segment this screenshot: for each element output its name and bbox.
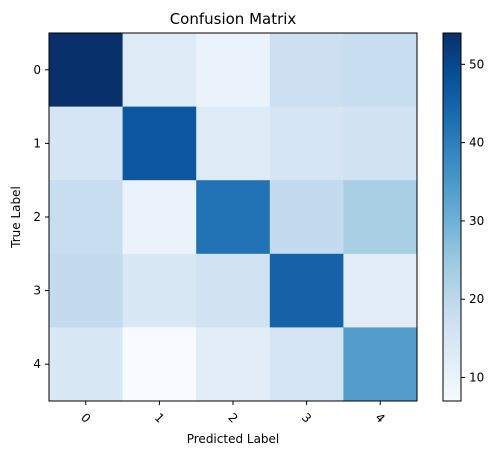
heatmap-cell-3-0 bbox=[49, 253, 124, 328]
x-tick-label-0: 0 bbox=[78, 410, 93, 425]
x-tick-label-3: 3 bbox=[299, 410, 314, 425]
x-tick-label-4: 4 bbox=[373, 410, 388, 425]
x-tick-label-1: 1 bbox=[152, 410, 167, 425]
heatmap-cell-3-3 bbox=[269, 253, 344, 328]
colorbar-tick-label-3: 40 bbox=[469, 136, 484, 150]
heatmap-cell-1-4 bbox=[343, 106, 418, 181]
colorbar-tick-label-1: 20 bbox=[469, 292, 484, 306]
heatmap-cell-2-4 bbox=[343, 180, 418, 255]
colorbar-ticks: 10 20 30 40 50 bbox=[461, 57, 484, 385]
y-tick-label-1: 1 bbox=[33, 136, 41, 150]
x-axis-ticks: 0 1 2 3 4 bbox=[78, 401, 388, 426]
y-axis-label: True Label bbox=[9, 186, 23, 249]
heatmap-cell-2-3 bbox=[269, 180, 344, 255]
chart-title: Confusion Matrix bbox=[170, 10, 297, 28]
heatmap-cell-1-2 bbox=[196, 106, 271, 181]
colorbar-tick-label-2: 30 bbox=[469, 214, 484, 228]
y-axis-ticks: 0 1 2 3 4 bbox=[33, 63, 49, 371]
x-axis-label: Predicted Label bbox=[187, 432, 280, 446]
y-tick-label-0: 0 bbox=[33, 63, 41, 77]
colorbar-tick-label-4: 50 bbox=[469, 57, 484, 71]
heatmap-cells bbox=[49, 33, 418, 402]
y-tick-label-2: 2 bbox=[33, 210, 41, 224]
y-tick-label-3: 3 bbox=[33, 284, 41, 298]
heatmap-cell-3-4 bbox=[343, 253, 418, 328]
heatmap-cell-0-3 bbox=[269, 33, 344, 108]
heatmap-cell-0-1 bbox=[122, 33, 197, 108]
heatmap-cell-4-1 bbox=[122, 327, 197, 402]
heatmap-cell-4-3 bbox=[269, 327, 344, 402]
heatmap-cell-1-1 bbox=[122, 106, 197, 181]
heatmap-cell-4-4 bbox=[343, 327, 418, 402]
heatmap-cell-2-1 bbox=[122, 180, 197, 255]
heatmap-cell-4-2 bbox=[196, 327, 271, 402]
y-tick-label-4: 4 bbox=[33, 357, 41, 371]
heatmap-cell-1-3 bbox=[269, 106, 344, 181]
x-tick-label-2: 2 bbox=[225, 410, 240, 425]
heatmap-cell-1-0 bbox=[49, 106, 124, 181]
heatmap-cell-4-0 bbox=[49, 327, 124, 402]
colorbar-tick-label-0: 10 bbox=[469, 371, 484, 385]
heatmap-cell-0-0 bbox=[49, 33, 124, 108]
colorbar bbox=[442, 32, 462, 402]
heatmap-cell-2-0 bbox=[49, 180, 124, 255]
heatmap-cell-2-2 bbox=[196, 180, 271, 255]
heatmap-cell-0-2 bbox=[196, 33, 271, 108]
heatmap-cell-3-1 bbox=[122, 253, 197, 328]
heatmap-cell-3-2 bbox=[196, 253, 271, 328]
heatmap-cell-0-4 bbox=[343, 33, 418, 108]
